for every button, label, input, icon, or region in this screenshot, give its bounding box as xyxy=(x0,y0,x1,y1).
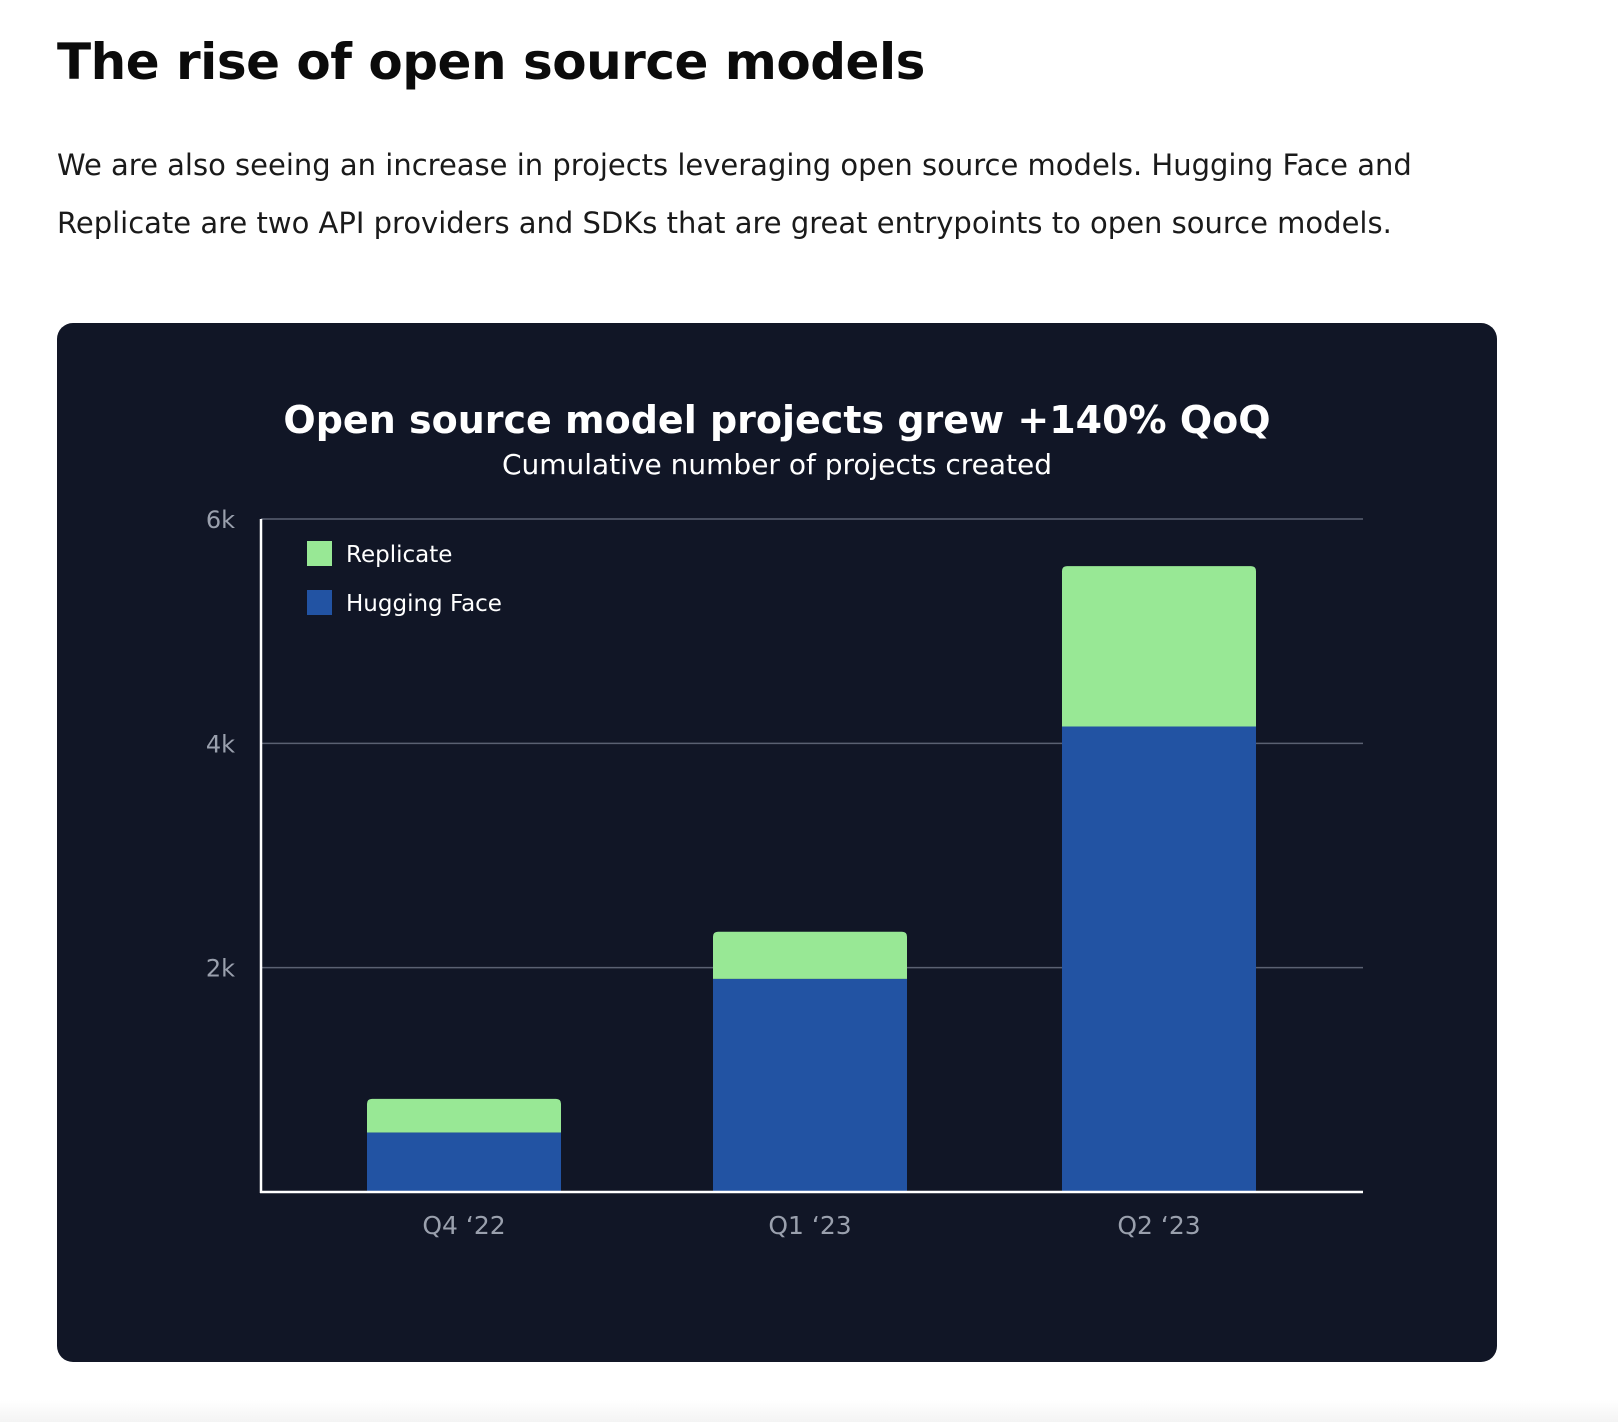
x-tick-label: Q1 ‘23 xyxy=(768,1211,851,1240)
bar-hugging-face-1 xyxy=(367,1132,561,1192)
tick-labels: 2k 4k 6k Q4 ‘22 Q1 ‘23 Q2 ‘23 xyxy=(206,506,1201,1240)
legend-label-replicate: Replicate xyxy=(346,542,452,568)
bar-replicate-2 xyxy=(713,931,907,979)
y-tick-label: 2k xyxy=(206,955,235,983)
x-tick-label: Q2 ‘23 xyxy=(1117,1211,1200,1240)
chart-subtitle: Cumulative number of projects created xyxy=(502,448,1052,481)
page-bottom-edge xyxy=(0,1400,1618,1422)
bar-hugging-face-3 xyxy=(1062,726,1256,1192)
bar-hugging-face-2 xyxy=(713,978,907,1192)
article: The rise of open source models We are al… xyxy=(57,30,1497,252)
article-paragraph: We are also seeing an increase in projec… xyxy=(57,148,1412,240)
y-tick-label: 4k xyxy=(206,730,235,758)
stacked-bar-chart: Open source model projects grew +140% Qo… xyxy=(206,398,1363,1240)
bar-replicate-1 xyxy=(367,1098,561,1133)
bar-replicate-3 xyxy=(1062,566,1256,727)
y-tick-label: 6k xyxy=(206,506,235,534)
legend-swatch-replicate xyxy=(307,541,332,566)
legend-label-hugging-face: Hugging Face xyxy=(346,591,502,617)
bars xyxy=(367,566,1256,1192)
chart-title: Open source model projects grew +140% Qo… xyxy=(283,398,1270,442)
legend-swatch-hugging-face xyxy=(307,590,332,615)
article-heading: The rise of open source models xyxy=(57,33,925,91)
legend: Replicate Hugging Face xyxy=(307,541,502,617)
chart-card: Open source model projects grew +140% Qo… xyxy=(57,323,1497,1362)
axes xyxy=(259,519,1363,1194)
x-tick-label: Q4 ‘22 xyxy=(422,1211,505,1240)
